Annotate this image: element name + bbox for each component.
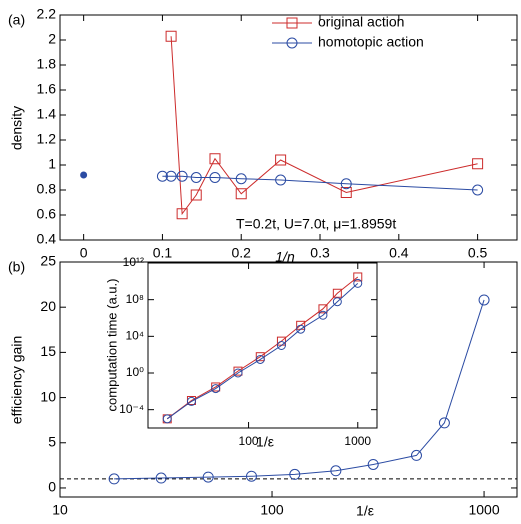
marker <box>289 468 301 480</box>
y-tick-label: 0.4 <box>37 231 57 247</box>
x-axis-label: 1/n <box>275 249 295 265</box>
y-axis-label: density <box>9 106 25 150</box>
x-tick-label: 0.3 <box>310 245 330 261</box>
marker <box>202 471 214 483</box>
marker <box>156 170 168 182</box>
series-line <box>114 299 485 480</box>
marker <box>245 470 257 482</box>
marker <box>296 324 306 334</box>
x-tick-label: 0.4 <box>389 245 409 261</box>
y-tick-label: 10⁸ <box>126 292 144 306</box>
y-tick-label: 1.8 <box>37 56 57 72</box>
inset-background <box>148 263 377 428</box>
marker <box>353 272 363 282</box>
marker <box>367 458 379 470</box>
frame <box>59 261 518 498</box>
y-tick-label: 2.2 <box>37 6 57 22</box>
y-tick-label: 0.6 <box>37 206 57 222</box>
marker <box>233 368 243 378</box>
marker <box>162 414 172 424</box>
marker <box>186 396 196 406</box>
marker <box>353 278 363 288</box>
y-tick-label: 1.4 <box>37 106 57 122</box>
x-axis-label: 1/ε <box>356 503 374 519</box>
y-tick-label: 15 <box>40 343 56 359</box>
marker <box>330 465 342 477</box>
marker <box>155 472 167 484</box>
marker <box>472 158 484 170</box>
series-line <box>166 276 359 420</box>
y-tick-label: 20 <box>40 298 56 314</box>
y-tick-label: 2 <box>48 31 56 47</box>
series-line <box>162 175 478 191</box>
frame <box>147 262 378 429</box>
legend-label: original action <box>318 14 404 30</box>
x-tick-label: 0 <box>80 245 88 261</box>
y-tick-label: 10⁴ <box>125 329 144 343</box>
annotation: T=0.2t, U=7.0t, μ=1.8959t <box>236 216 396 232</box>
marker <box>340 178 352 190</box>
marker <box>211 384 221 394</box>
x-tick-label: 1000 <box>344 434 371 448</box>
x-tick-label: 10 <box>52 502 68 518</box>
marker <box>276 341 286 350</box>
legend-marker <box>286 17 298 29</box>
y-tick-label: 10 <box>40 388 56 404</box>
marker <box>410 449 422 461</box>
y-tick-label: 1 <box>48 156 56 172</box>
marker <box>165 170 177 182</box>
series-line <box>166 282 359 420</box>
marker <box>176 170 188 182</box>
marker <box>108 473 120 485</box>
marker <box>318 310 328 320</box>
frame <box>59 14 518 241</box>
plot-area <box>80 30 484 220</box>
marker <box>478 294 490 306</box>
legend-marker <box>286 37 298 49</box>
marker <box>318 304 328 314</box>
legend-label: homotopic action <box>318 34 424 50</box>
y-tick-label: 1.6 <box>37 81 57 97</box>
x-tick-label: 0.2 <box>231 245 251 261</box>
marker <box>438 417 450 429</box>
marker <box>275 154 287 166</box>
x-axis-label: 1/ε <box>256 434 274 450</box>
y-axis-label: efficiency gain <box>9 336 25 424</box>
y-tick-label: 0 <box>48 479 56 495</box>
marker <box>472 184 484 196</box>
marker <box>209 153 221 165</box>
y-axis-label: computation time (a.u.) <box>104 279 119 412</box>
marker <box>275 174 287 186</box>
x-tick-label: 0.5 <box>468 245 488 261</box>
marker <box>235 188 247 200</box>
marker <box>332 297 342 307</box>
marker <box>165 30 177 42</box>
marker <box>255 354 265 364</box>
marker <box>190 189 202 201</box>
plot-area <box>60 294 517 485</box>
plot-area <box>162 272 363 424</box>
x-tick-label: 1000 <box>468 502 499 518</box>
y-tick-label: 25 <box>40 253 56 269</box>
panel-label: (b) <box>8 259 25 275</box>
x-tick-label: 0.1 <box>153 245 173 261</box>
y-tick-label: 0.8 <box>37 181 57 197</box>
y-tick-label: 5 <box>48 433 56 449</box>
marker <box>190 172 202 183</box>
panel-label: (a) <box>8 12 25 28</box>
y-tick-label: 10¹² <box>123 255 144 269</box>
marker <box>209 172 221 183</box>
x-tick-label: 100 <box>260 502 284 518</box>
x-tick-label: 100 <box>239 434 259 448</box>
marker <box>235 173 247 185</box>
y-tick-label: 10⁻⁴ <box>119 402 144 416</box>
y-tick-label: 10⁰ <box>126 365 144 379</box>
series-line <box>170 36 478 216</box>
point <box>80 171 88 179</box>
y-tick-label: 1.2 <box>37 131 57 147</box>
marker <box>176 208 188 220</box>
marker <box>340 187 352 198</box>
